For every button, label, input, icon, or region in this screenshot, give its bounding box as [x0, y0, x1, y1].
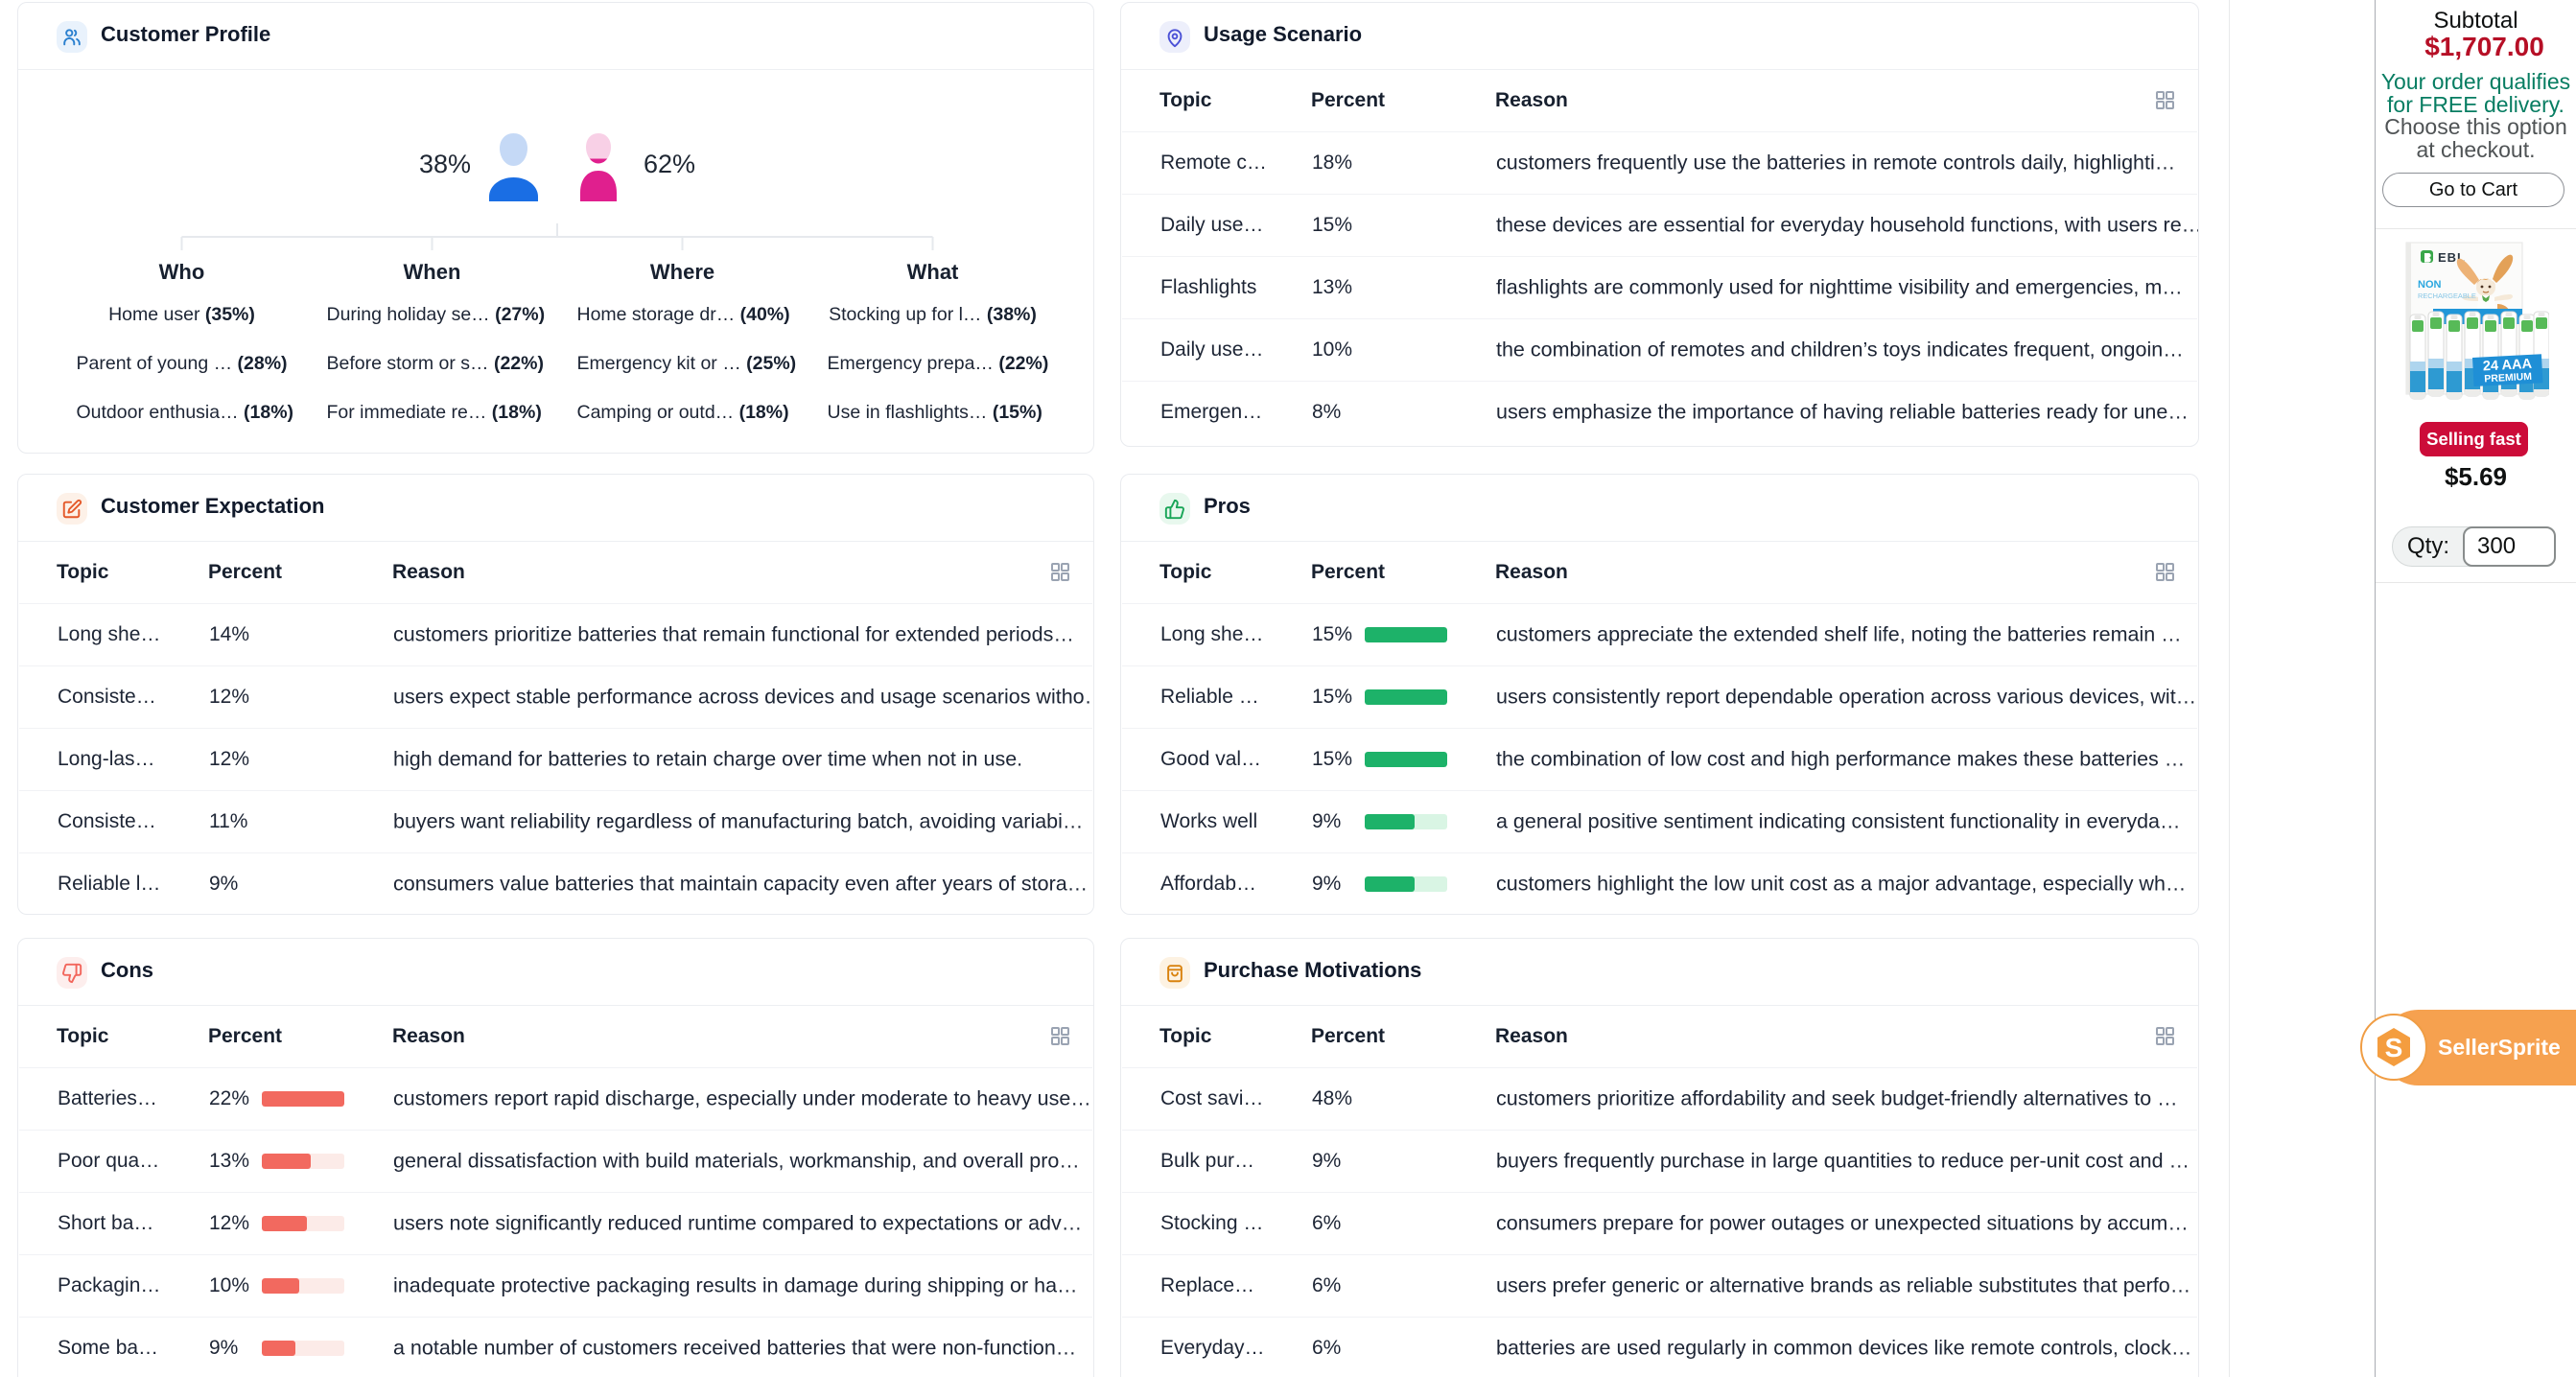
svg-text:PREMIUM: PREMIUM	[2484, 371, 2532, 385]
svg-text:RECHARGEABLE: RECHARGEABLE	[2418, 292, 2476, 300]
svg-text:24 AAA: 24 AAA	[2483, 357, 2533, 375]
svg-text:NON: NON	[2418, 279, 2442, 291]
svg-text:S: S	[2385, 1033, 2403, 1062]
